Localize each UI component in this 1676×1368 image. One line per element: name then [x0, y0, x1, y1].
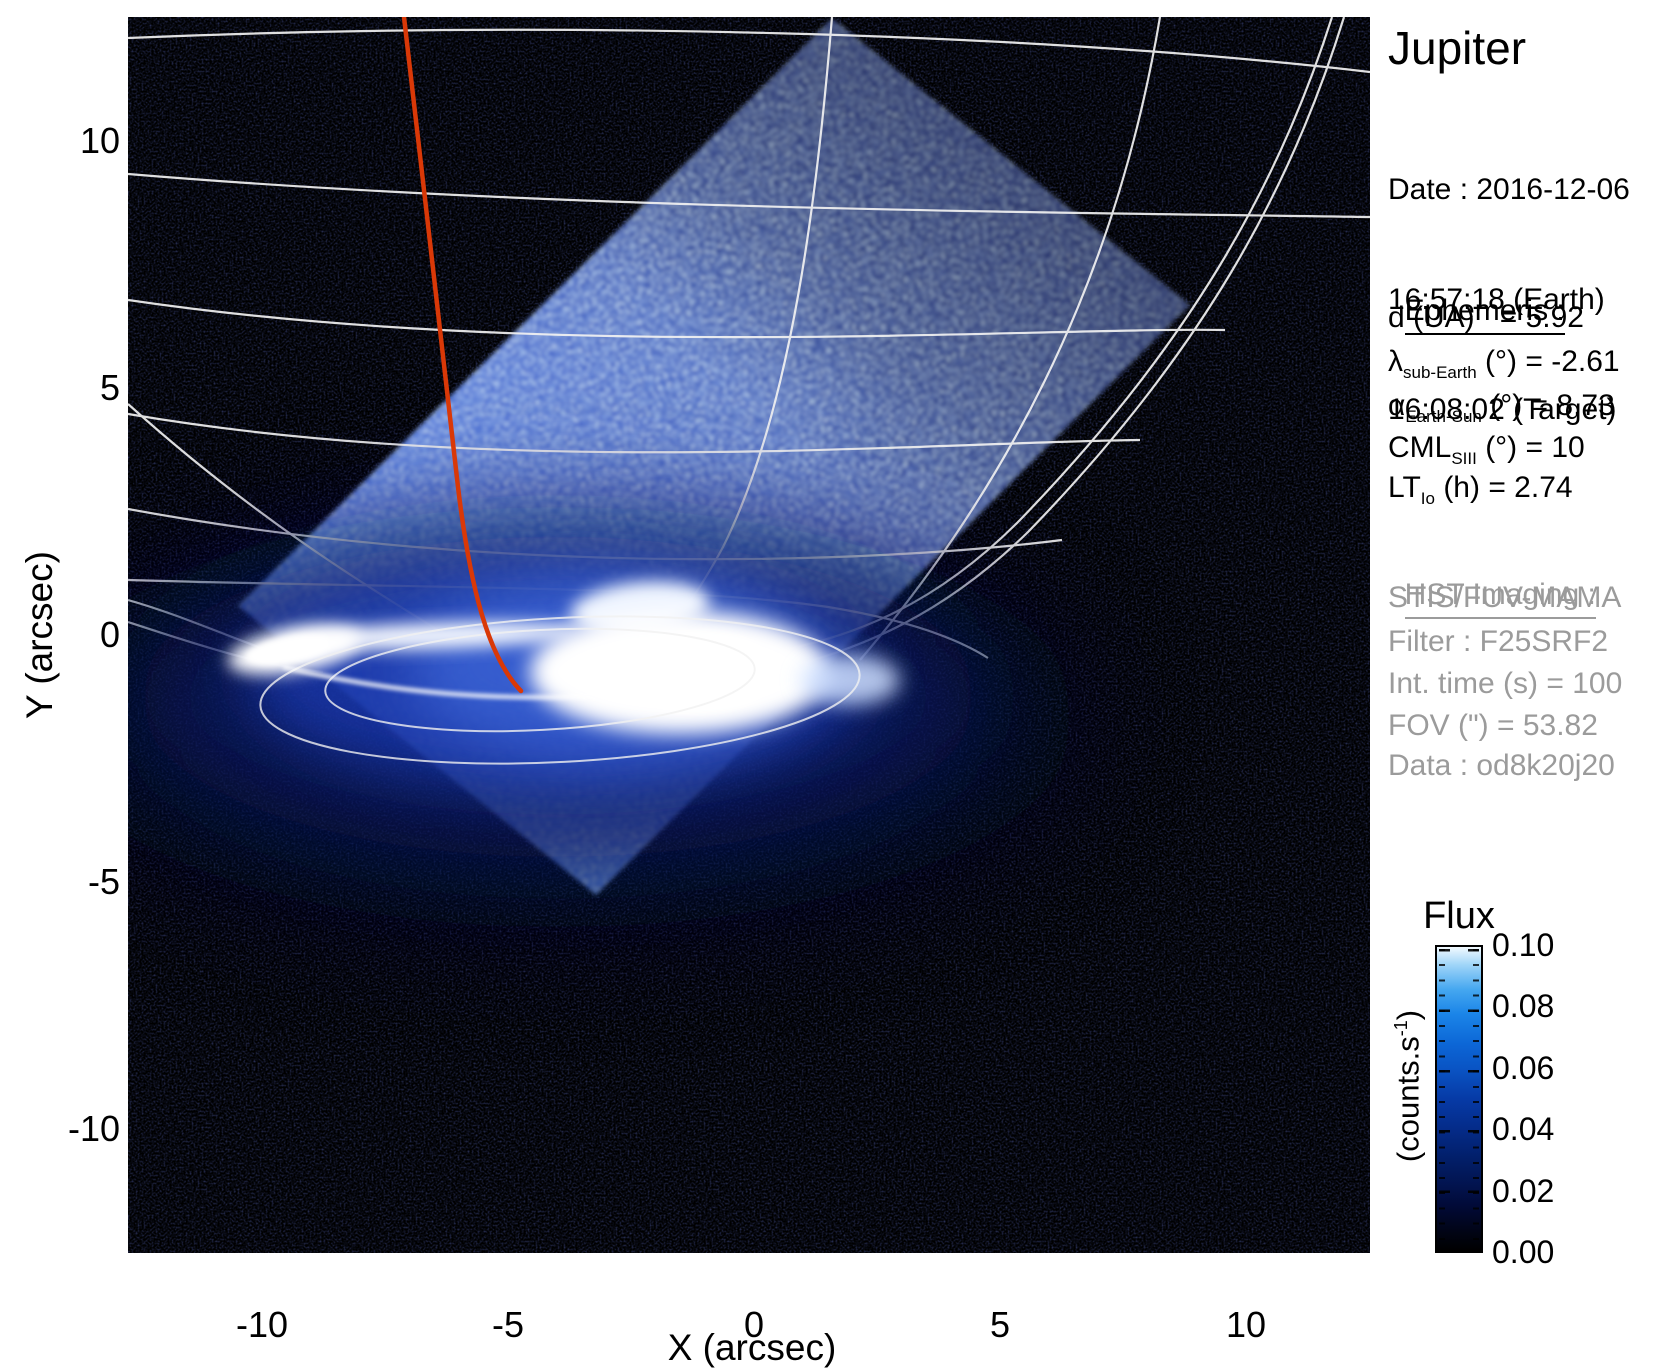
colorbar-tick-label: 0.00	[1492, 1234, 1555, 1270]
ephemeris-row-io-localtime: LTIo (h) = 2.74	[1388, 471, 1573, 508]
hst-dataset-line: Data : od8k20j20	[1388, 749, 1615, 782]
aurora-right-mass-core	[603, 632, 783, 712]
main-plot-area	[128, 17, 1370, 1253]
x-tick-label: -10	[235, 1304, 289, 1345]
colorbar-major-ticks-left	[1439, 949, 1450, 1249]
hst-imaging-heading: HST Imaging :	[1388, 538, 1596, 619]
x-tick-label: 10	[1225, 1304, 1267, 1345]
y-tick-label: -10	[67, 1108, 120, 1149]
hst-instrument-line: STIS/FUV-MAMA	[1388, 581, 1622, 614]
y-tick-label: 10	[79, 120, 120, 161]
flux-colorbar	[1435, 945, 1483, 1253]
y-tick-label: -5	[87, 861, 120, 902]
y-tick-label: 0	[99, 614, 120, 655]
x-tick-label: -5	[491, 1304, 524, 1345]
colorbar-tick-label: 0.10	[1492, 927, 1555, 963]
io-footprint-track	[401, 17, 524, 694]
page-title: Jupiter	[1388, 22, 1527, 74]
x-axis-label: X (arcsec)	[667, 1327, 837, 1368]
jupiter-fuv-image	[128, 17, 1370, 1253]
colorbar-units-label: (counts.s-1)	[1390, 1009, 1426, 1163]
aurora-bright-oval	[227, 581, 900, 734]
target-time-line: 16:08:02 (Target)	[1388, 393, 1617, 426]
earth-time-line: 16:57:18 (Earth)	[1388, 283, 1605, 316]
date-line: Date : 2016-12-06	[1388, 173, 1630, 206]
polar-latitude-circles	[259, 615, 861, 765]
colorbar-title: Flux	[1423, 895, 1495, 937]
observation-datetime: Date : 2016-12-06 16:57:18 (Earth) 16:08…	[1388, 101, 1630, 465]
latitude-arc	[128, 298, 1226, 339]
ephemeris-row-distance: d (UA) = 5.92	[1388, 301, 1584, 334]
colorbar-tick-label: 0.04	[1492, 1111, 1555, 1147]
hst-filter-line: Filter : F25SRF2	[1388, 625, 1609, 658]
colorbar-tick-label: 0.06	[1492, 1050, 1555, 1086]
latitude-arc	[128, 412, 1141, 454]
aurora-left-blob-core	[246, 635, 330, 665]
x-tick-label: 5	[989, 1304, 1011, 1345]
y-axis-label: Y (arcsec)	[19, 551, 60, 719]
ephemeris-heading: Ephemeris :	[1388, 254, 1565, 335]
x-tick-label: 0	[743, 1304, 765, 1345]
colorbar-major-ticks-right	[1468, 949, 1479, 1249]
meridian-arc	[859, 17, 1162, 661]
ephemeris-row-cml: CMLSIII (°) = 10	[1388, 431, 1585, 468]
ephemeris-row-phase-angle: αEarth-Sun (°) = 8.73	[1388, 389, 1615, 426]
colorbar-tick-label: 0.08	[1492, 988, 1555, 1024]
y-tick-label: 5	[99, 367, 120, 408]
aurora-lower-thin-arc	[282, 665, 701, 700]
aurora-right-tail	[800, 655, 900, 705]
hst-fov-line: FOV (") = 53.82	[1388, 709, 1598, 742]
ephemeris-row-subearth-lat: λsub-Earth (°) = -2.61	[1388, 345, 1620, 382]
hst-inttime-line: Int. time (s) = 100	[1388, 667, 1623, 700]
latitude-arc	[128, 28, 1370, 74]
latitude-arc	[128, 172, 1370, 219]
colorbar-tick-label: 0.02	[1492, 1173, 1555, 1209]
